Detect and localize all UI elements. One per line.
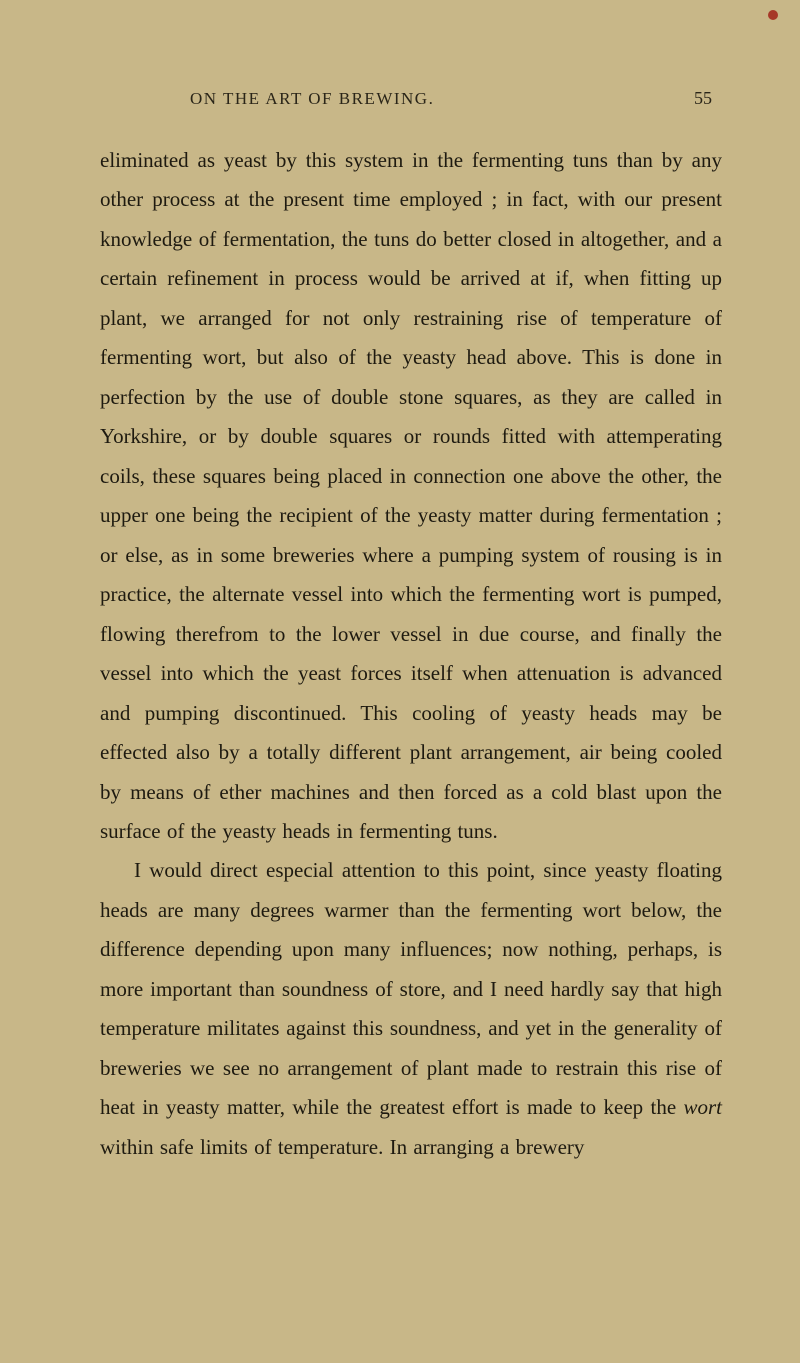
body-text: eliminated as yeast by this system in th… (100, 141, 722, 1167)
italic-wort: wort (683, 1095, 722, 1119)
paragraph-2-part1: I would direct especial attention to thi… (100, 858, 722, 1119)
page-header: ON THE ART OF BREWING. 55 (100, 88, 722, 109)
page-marker-dot (768, 10, 778, 20)
paragraph-2-part2: within safe limits of temperature. In ar… (100, 1135, 584, 1159)
running-title: ON THE ART OF BREWING. (190, 89, 434, 109)
paragraph-1: eliminated as yeast by this system in th… (100, 141, 722, 851)
page-number: 55 (694, 88, 712, 109)
paragraph-2: I would direct especial attention to thi… (100, 851, 722, 1167)
document-page: ON THE ART OF BREWING. 55 eliminated as … (100, 88, 722, 1268)
